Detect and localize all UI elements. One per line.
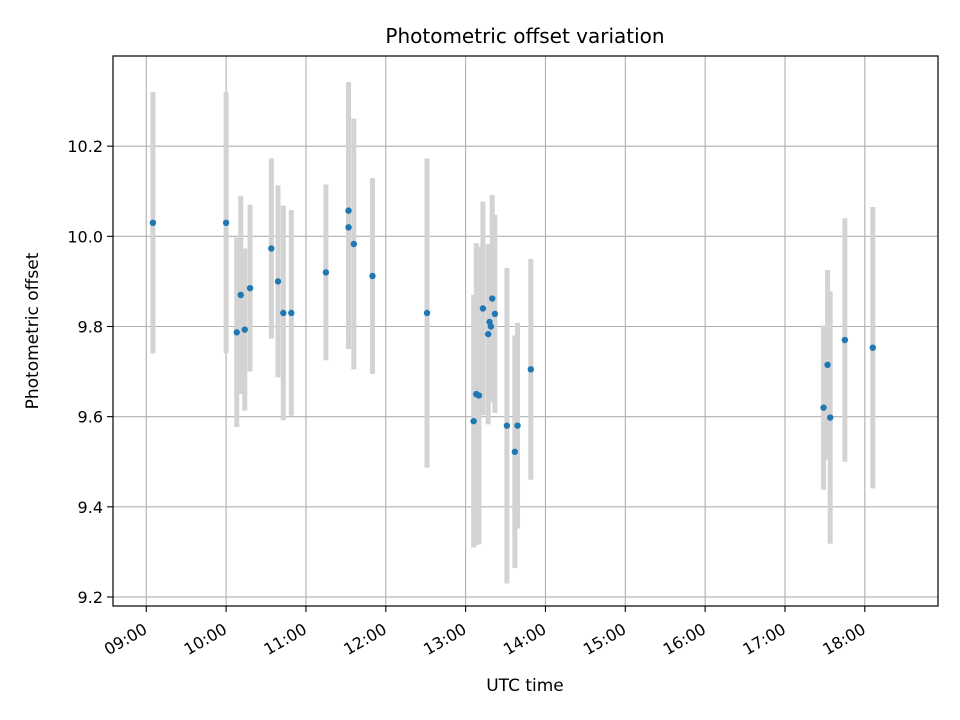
data-point [503,422,511,429]
data-point [475,392,483,399]
data-point [827,414,834,421]
data-point [345,207,352,214]
data-point [280,309,287,317]
y-tick-label: 9.2 [78,588,103,607]
y-tick-label: 9.6 [78,408,103,427]
data-point [487,323,495,330]
data-point [149,219,157,227]
y-axis-label: Photometric offset [23,252,43,409]
data-point [237,291,244,299]
data-point [322,269,330,276]
y-tick-label: 10.2 [67,137,103,156]
data-point [268,245,275,252]
data-point [479,305,487,312]
data-point [369,272,376,280]
x-axis-label: UTC time [486,676,564,696]
data-point [491,310,499,318]
data-point [841,336,849,344]
y-tick-label: 10.0 [67,227,103,246]
data-point [222,219,230,227]
data-point [485,330,492,338]
data-point [514,422,521,429]
data-point [246,284,254,292]
grid [113,56,938,606]
data-point [350,240,358,248]
data-points [149,207,876,456]
data-point [470,417,477,425]
data-point [824,361,831,369]
data-point [345,224,352,231]
y-tick-label: 9.8 [78,317,103,336]
data-point [288,309,295,317]
data-point [527,366,535,373]
data-point [423,309,431,317]
data-point [820,404,827,411]
data-point [241,326,248,333]
y-tick-label: 9.4 [78,498,103,517]
data-point [511,448,519,456]
plot-frame [112,55,939,607]
chart-title: Photometric offset variation [385,24,664,48]
data-point [869,344,876,351]
y-axis: 9.2 9.4 9.6 9.8 10.0 10.2 [67,137,113,607]
data-point [233,329,240,336]
data-point [489,295,496,302]
data-point [274,278,282,285]
